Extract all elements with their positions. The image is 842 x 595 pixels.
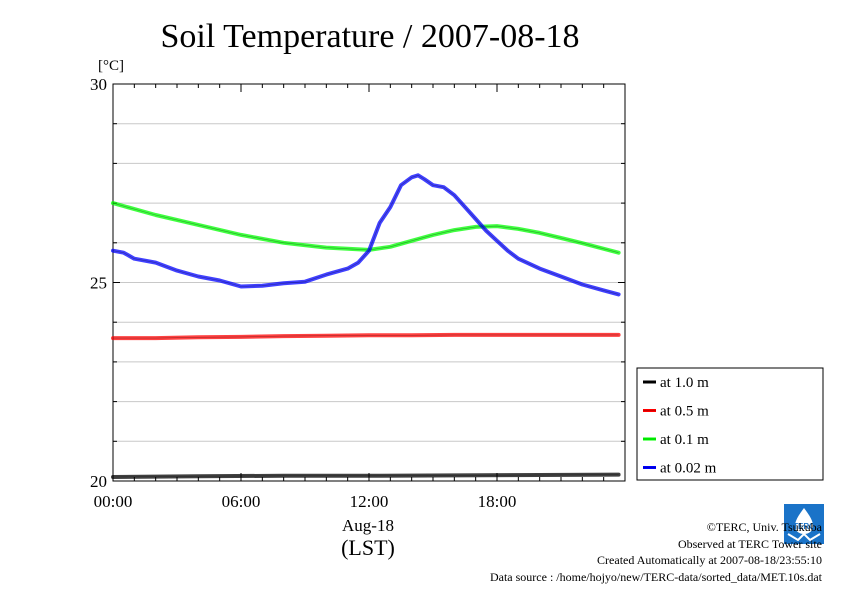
y-axis-unit-label: [°C] [98, 58, 124, 74]
x-tick-label: 00:00 [94, 492, 133, 511]
x-tick-label: 06:00 [222, 492, 261, 511]
x-axis-label: Aug-18 [342, 516, 394, 535]
credits: ©TERC, Univ. Tsukuba Observed at TERC To… [490, 519, 822, 585]
created-text: Created Automatically at 2007-08-18/23:5… [597, 553, 822, 567]
series-line [112, 474, 619, 478]
y-axis: 20 25 30 [90, 75, 625, 491]
terc-logo: TERC [784, 504, 824, 544]
series-line-halo [111, 332, 621, 341]
legend-label: at 1.0 m [660, 375, 709, 391]
legend-box [636, 367, 824, 481]
y-tick-label: 30 [90, 75, 107, 94]
legend-label: at 0.1 m [660, 432, 709, 448]
observed-text: Observed at TERC Tower site [677, 536, 822, 551]
copyright-text: ©TERC, Univ. Tsukuba [706, 520, 822, 534]
y-tick-label: 25 [90, 274, 107, 293]
x-axis-label-lst: (LST) [341, 535, 395, 560]
y-tick-label: 20 [90, 472, 107, 491]
series-line [113, 334, 619, 339]
x-tick-label: 18:00 [478, 492, 517, 511]
x-tick-label: 12:00 [350, 492, 389, 511]
logo-text: TERC [793, 522, 815, 531]
data-source-text: Data source : /home/hojyo/new/TERC-data/… [489, 569, 822, 584]
chart-title: Soil Temperature / 2007-08-18 [160, 18, 579, 55]
series-line [112, 175, 619, 295]
series-layer [111, 173, 621, 479]
legend-label: at 0.02 m [660, 461, 717, 477]
series-line-halo [111, 173, 621, 297]
x-axis: 00:00 06:00 12:00 18:00 [94, 84, 626, 511]
legend-label: at 0.5 m [660, 404, 709, 420]
series-line-halo [111, 472, 621, 479]
series-line [112, 202, 619, 253]
legend: at 1.0 m at 0.5 m at 0.1 m at 0.02 m [636, 367, 824, 481]
series-line-halo [111, 201, 621, 255]
grid [113, 123, 625, 442]
